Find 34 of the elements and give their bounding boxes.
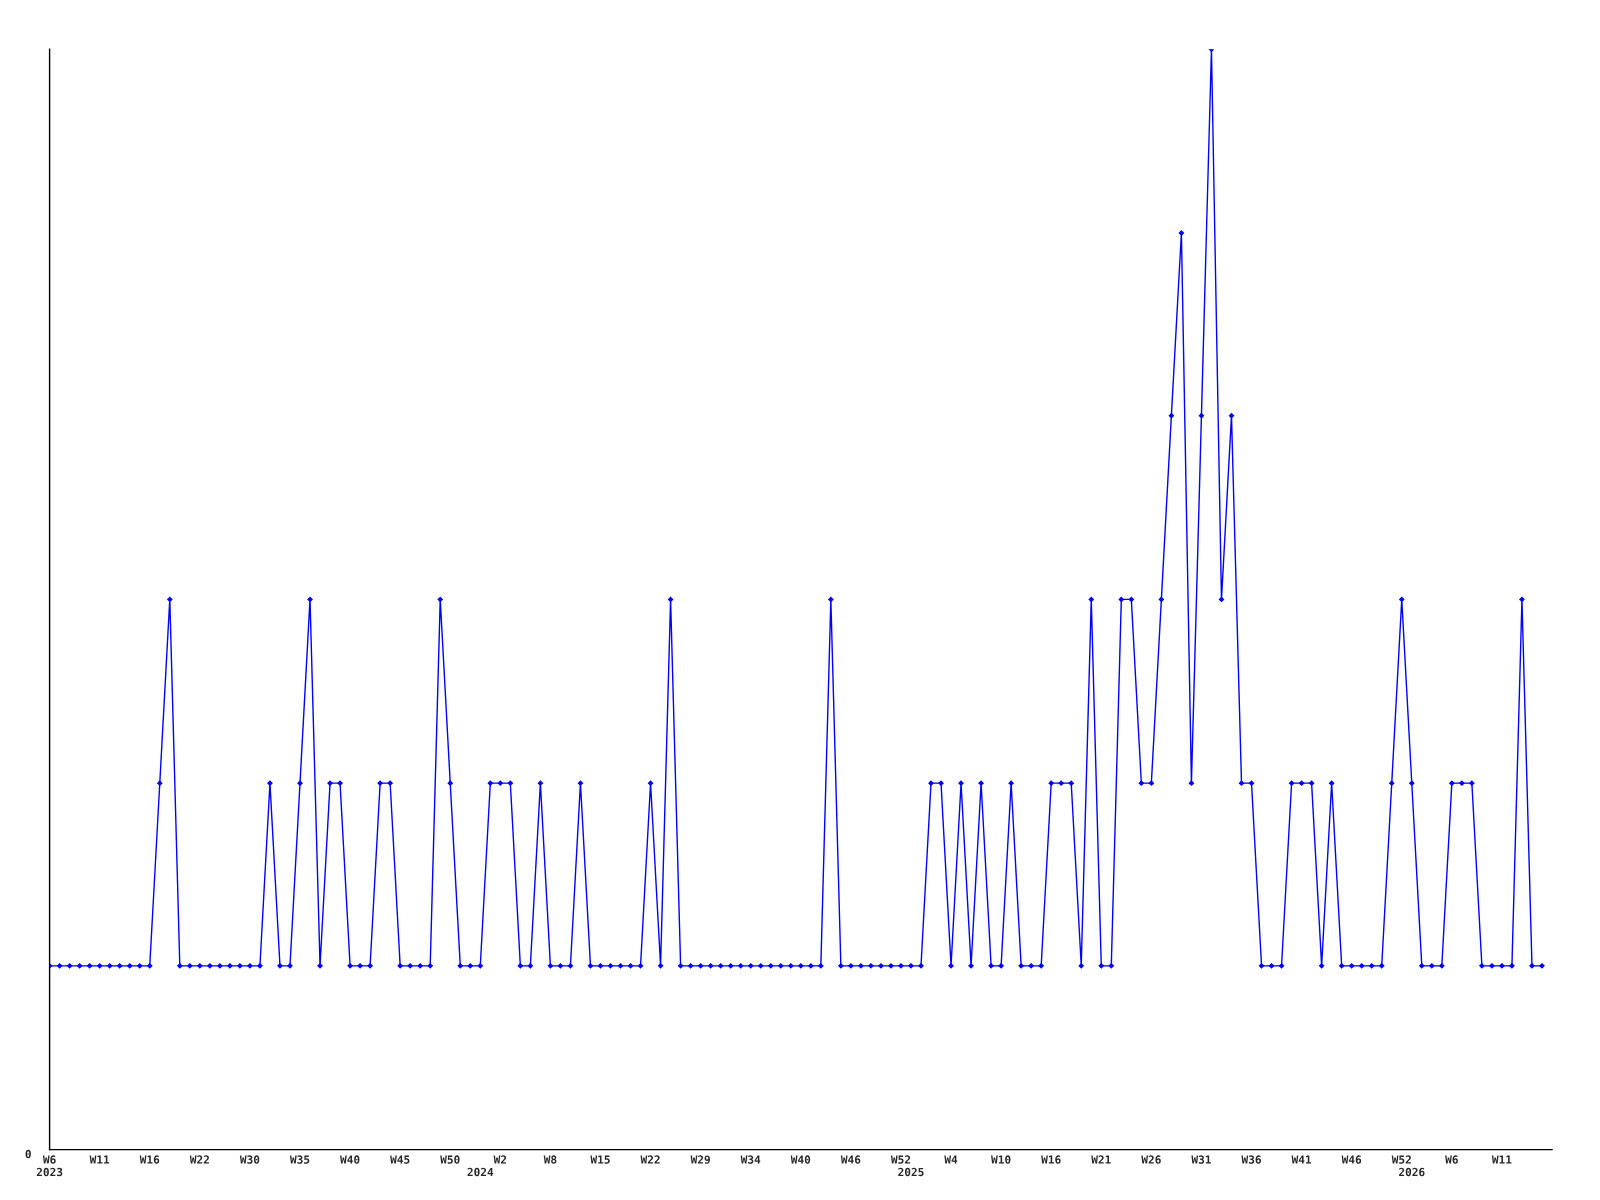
x-tick-label: W45 [390,1155,410,1164]
x-tick-label: W15 [590,1155,610,1164]
x-tick-label: W46 [1341,1155,1362,1164]
x-tick-label: W21 [1091,1155,1111,1164]
x-tick-label: W22 [189,1155,209,1164]
x-tick-label: W10 [991,1155,1011,1164]
x-tick-label: W52 [1391,1155,1411,1164]
x-tick-label: W6 [1445,1155,1458,1164]
x-tick-label: W46 [840,1155,861,1164]
x-tick-label: 2024 [467,1167,494,1177]
x-tick-label: W11 [1491,1155,1512,1164]
x-tick-label: W50 [440,1155,460,1164]
x-tick-label: W29 [690,1155,710,1164]
x-tick-label: 2025 [898,1167,924,1177]
x-tick-label: W16 [139,1155,160,1164]
text: 0 [25,1149,31,1159]
x-tick-label: W4 [944,1155,958,1164]
x-tick-label: W40 [790,1155,811,1164]
x-tick-label: W22 [640,1155,660,1164]
x-tick-label: 2026 [1399,1167,1425,1177]
x-tick-label: W36 [1241,1155,1261,1164]
x-tick-label: W8 [543,1155,557,1164]
x-tick-label: W35 [289,1155,310,1164]
x-tick-label: W41 [1291,1155,1312,1164]
x-tick-label: W31 [1191,1155,1211,1164]
x-tick-label: W30 [239,1155,260,1164]
x-tick-label: W6 2023 [36,1155,63,1177]
x-tick-label: W52 [890,1155,911,1164]
x-tick-label: W34 [740,1155,761,1164]
x-tick-label: W40 [340,1155,360,1164]
x-tick-label: W11 [89,1155,110,1164]
x-tick-label: W26 [1141,1155,1161,1164]
x-tick-label: W2 [493,1155,507,1164]
x-tick-label: W16 [1041,1155,1061,1164]
